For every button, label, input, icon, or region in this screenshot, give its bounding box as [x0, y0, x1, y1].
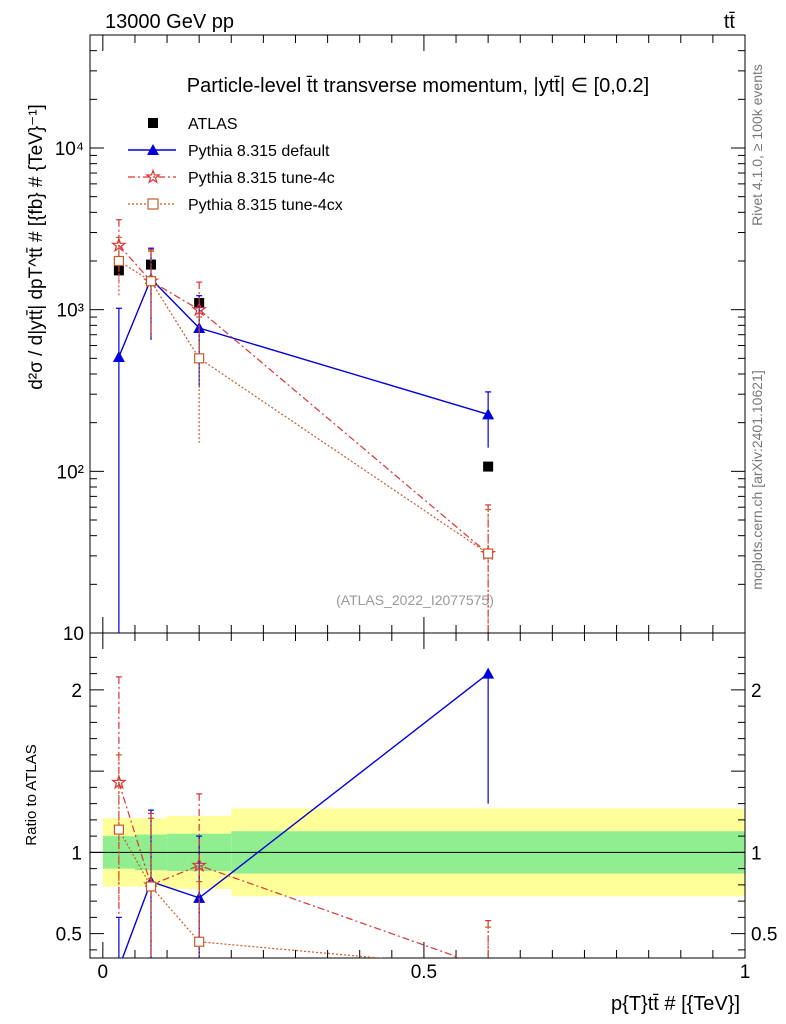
main-series-group — [110, 219, 497, 633]
ratio-tune4cx-point — [194, 936, 205, 947]
xtick-label: 1 — [740, 962, 751, 983]
main-tune4cx-point — [483, 548, 494, 559]
main-tune4cx-point — [194, 353, 205, 364]
main-ylabel: d²σ / d|ytt̄| dpT^tt̄ # [{fb} # {TeV}⁻¹] — [26, 104, 47, 390]
legend-default-label: Pythia 8.315 default — [188, 143, 330, 160]
main-tune4cx-point — [113, 255, 124, 267]
ratio-tune4cx-point — [484, 963, 493, 972]
main-default-point — [482, 408, 495, 420]
legend-atlas-label: ATLAS — [188, 116, 238, 133]
ratio-series-group — [110, 667, 495, 973]
main-ytick-label: 10³ — [57, 301, 84, 322]
main-atlas-point — [483, 461, 494, 472]
legend-tune4c-label: Pythia 8.315 tune-4c — [188, 170, 335, 187]
plot-title: Particle-level t̄t transverse momentum, … — [187, 75, 649, 97]
xtick-label: 0 — [98, 962, 109, 983]
legend: ATLAS Pythia 8.315 default Pythia 8.315 … — [128, 116, 343, 214]
header-right: tt̄ — [724, 11, 736, 33]
main-ytick-label: 10 — [63, 624, 84, 645]
main-tune4c-point — [191, 301, 208, 317]
ratio-tune4cx-point — [113, 824, 124, 835]
legend-atlas-marker — [148, 118, 158, 128]
main-tune4c-line — [118, 244, 489, 555]
ratio-ytick-label: 2 — [71, 681, 82, 702]
ratio-ytick-label-right: 2 — [751, 681, 762, 702]
ratio-ytick-label: 1 — [71, 843, 82, 864]
main-tune4cx-point — [145, 276, 157, 287]
ratio-default-point — [482, 667, 495, 679]
main-tune4c-point — [110, 236, 127, 253]
ratio-default-point — [113, 962, 125, 973]
legend-tune4cx-label: Pythia 8.315 tune-4cx — [188, 197, 343, 214]
header-left: 13000 GeV pp — [105, 11, 234, 33]
rivet-label: Rivet 4.1.0, ≥ 100k events — [749, 64, 765, 226]
ratio-tune4c-point — [482, 961, 494, 973]
ratio-ytick-label-right: 1 — [751, 843, 762, 864]
xtick-label: 0.5 — [411, 962, 437, 983]
main-default-point — [112, 350, 125, 362]
ratio-ytick-label: 0.5 — [56, 925, 82, 946]
ratio-ylabel: Ratio to ATLAS — [23, 744, 40, 845]
ratio-frame — [89, 632, 746, 959]
series-layer — [110, 219, 497, 973]
main-ytick-label: 10² — [57, 462, 84, 483]
ratio-default-line — [121, 673, 489, 958]
main-ytick-label: 10⁴ — [55, 139, 84, 160]
x-axis-label: p{T}tt̄ # [{TeV}] — [611, 993, 740, 1015]
ratio-default-point — [193, 891, 206, 903]
ratio-tune4cx-point — [145, 881, 157, 892]
mcplots-label: mcplots.cern.ch [arXiv:2401.10621] — [749, 370, 765, 589]
main-default-line — [118, 277, 489, 416]
ratio-tune4c-point — [191, 857, 208, 873]
legend-tune4cx-marker — [128, 198, 176, 210]
legend-default-marker — [128, 144, 176, 155]
analysis-watermark: (ATLAS_2022_I2077575) — [336, 592, 494, 608]
main-tune4cx-line — [118, 260, 489, 555]
ratio-ytick-label-right: 0.5 — [751, 925, 777, 946]
ratio-bands — [90, 808, 745, 897]
ratio-tune4cx-line — [118, 829, 386, 958]
ratio-tune4c-point — [110, 774, 127, 790]
legend-tune4c-marker — [128, 168, 176, 184]
